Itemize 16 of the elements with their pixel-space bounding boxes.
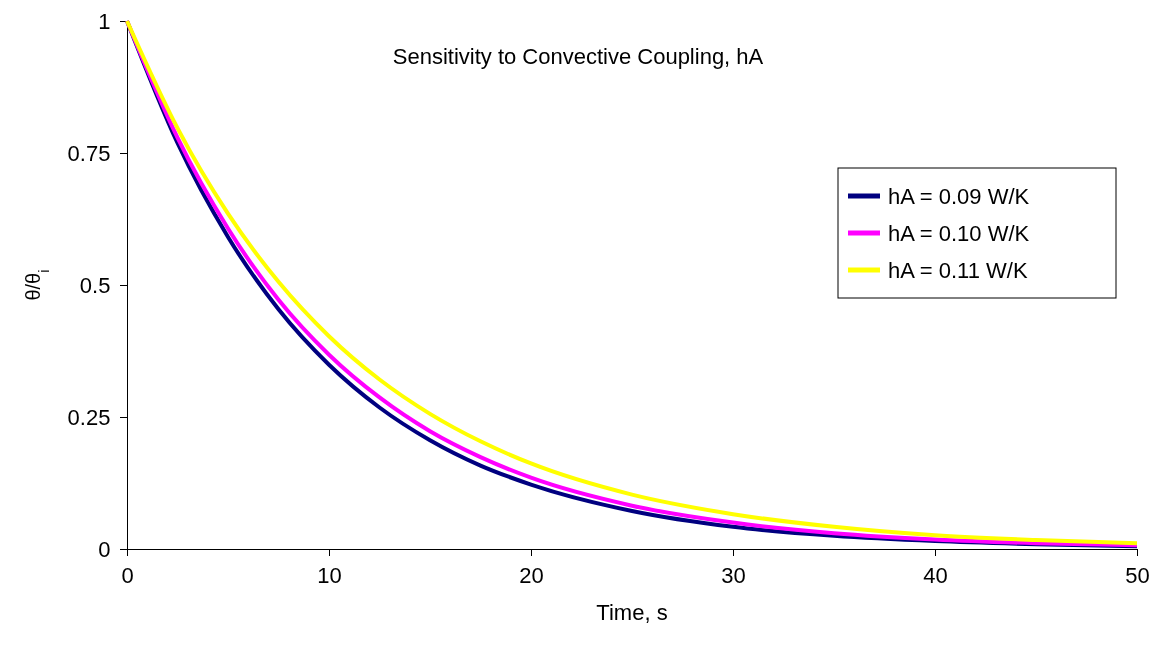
- x-tick-label: 0: [121, 563, 134, 589]
- legend-label: hA = 0.10 W/K: [888, 221, 1030, 246]
- x-tick-label: 50: [1125, 563, 1150, 589]
- y-tick-label: 0: [98, 536, 111, 562]
- y-tick-label: 0.5: [79, 272, 111, 298]
- x-tick-label: 10: [317, 563, 342, 589]
- y-tick-label: 0.75: [67, 140, 111, 166]
- legend-label: hA = 0.11 W/K: [888, 258, 1028, 283]
- text: Sensitivity to Convective Coupling, hA: [392, 44, 764, 69]
- x-tick-label: 30: [721, 563, 746, 589]
- y-tick-label: 0.25: [67, 404, 111, 430]
- legend-label: hA = 0.09 W/K: [888, 184, 1030, 209]
- y-tick-label: 1: [98, 8, 111, 34]
- x-tick-label: 20: [519, 563, 544, 589]
- x-axis-title: Time, s: [596, 600, 668, 625]
- x-tick-label: 40: [923, 563, 948, 589]
